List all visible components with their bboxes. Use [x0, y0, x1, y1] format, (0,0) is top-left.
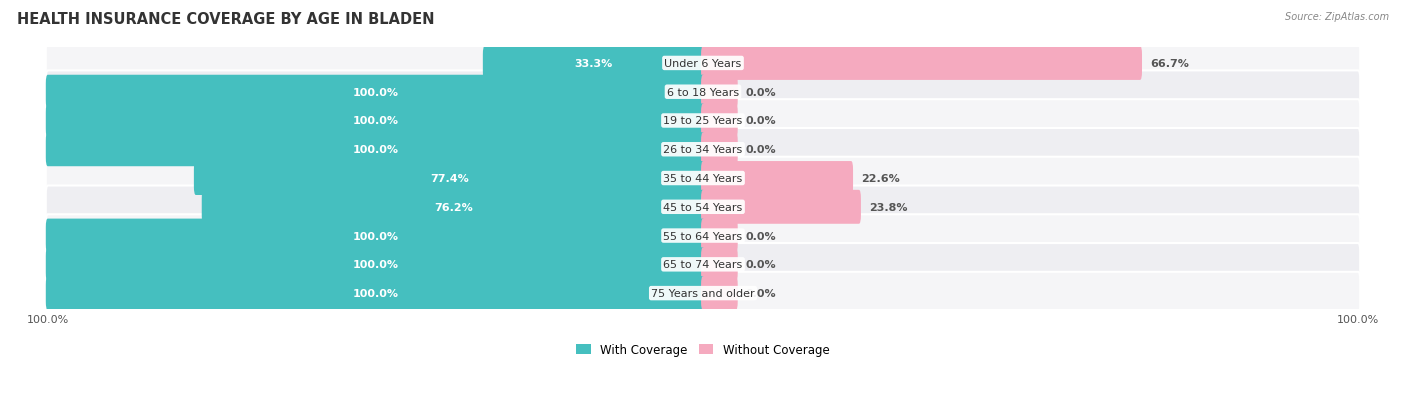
Text: 23.8%: 23.8%	[869, 202, 907, 212]
FancyBboxPatch shape	[702, 47, 1142, 81]
FancyBboxPatch shape	[46, 43, 1360, 85]
FancyBboxPatch shape	[46, 104, 704, 138]
FancyBboxPatch shape	[46, 100, 1360, 142]
Text: 0.0%: 0.0%	[745, 116, 776, 126]
FancyBboxPatch shape	[702, 248, 738, 282]
FancyBboxPatch shape	[46, 219, 704, 253]
FancyBboxPatch shape	[46, 133, 704, 167]
Text: 100.0%: 100.0%	[353, 288, 398, 298]
FancyBboxPatch shape	[46, 76, 704, 109]
Text: 33.3%: 33.3%	[575, 59, 613, 69]
FancyBboxPatch shape	[702, 161, 853, 195]
FancyBboxPatch shape	[46, 129, 1360, 171]
Text: 76.2%: 76.2%	[434, 202, 472, 212]
Text: Source: ZipAtlas.com: Source: ZipAtlas.com	[1285, 12, 1389, 22]
FancyBboxPatch shape	[46, 71, 1360, 114]
FancyBboxPatch shape	[702, 76, 738, 109]
Text: 65 to 74 Years: 65 to 74 Years	[664, 260, 742, 270]
FancyBboxPatch shape	[702, 104, 738, 138]
Text: 0.0%: 0.0%	[745, 288, 776, 298]
FancyBboxPatch shape	[46, 272, 1360, 315]
Text: 75 Years and older: 75 Years and older	[651, 288, 755, 298]
Text: 26 to 34 Years: 26 to 34 Years	[664, 145, 742, 155]
FancyBboxPatch shape	[46, 276, 704, 310]
Text: 0.0%: 0.0%	[745, 88, 776, 97]
FancyBboxPatch shape	[46, 157, 1360, 200]
FancyBboxPatch shape	[201, 190, 704, 224]
Text: 55 to 64 Years: 55 to 64 Years	[664, 231, 742, 241]
Text: 19 to 25 Years: 19 to 25 Years	[664, 116, 742, 126]
FancyBboxPatch shape	[46, 243, 1360, 286]
Text: HEALTH INSURANCE COVERAGE BY AGE IN BLADEN: HEALTH INSURANCE COVERAGE BY AGE IN BLAD…	[17, 12, 434, 27]
Legend: With Coverage, Without Coverage: With Coverage, Without Coverage	[572, 338, 834, 361]
FancyBboxPatch shape	[702, 190, 860, 224]
Text: 0.0%: 0.0%	[745, 145, 776, 155]
FancyBboxPatch shape	[46, 248, 704, 282]
Text: 100.0%: 100.0%	[353, 231, 398, 241]
FancyBboxPatch shape	[702, 276, 738, 310]
FancyBboxPatch shape	[46, 186, 1360, 228]
Text: 22.6%: 22.6%	[860, 173, 900, 184]
Text: 100.0%: 100.0%	[353, 116, 398, 126]
FancyBboxPatch shape	[702, 219, 738, 253]
FancyBboxPatch shape	[482, 47, 704, 81]
Text: 6 to 18 Years: 6 to 18 Years	[666, 88, 740, 97]
FancyBboxPatch shape	[46, 215, 1360, 257]
FancyBboxPatch shape	[194, 161, 704, 195]
Text: 45 to 54 Years: 45 to 54 Years	[664, 202, 742, 212]
Text: 100.0%: 100.0%	[353, 88, 398, 97]
Text: 66.7%: 66.7%	[1150, 59, 1188, 69]
Text: 77.4%: 77.4%	[430, 173, 468, 184]
Text: 0.0%: 0.0%	[745, 231, 776, 241]
Text: 0.0%: 0.0%	[745, 260, 776, 270]
Text: Under 6 Years: Under 6 Years	[665, 59, 741, 69]
Text: 100.0%: 100.0%	[353, 145, 398, 155]
Text: 100.0%: 100.0%	[353, 260, 398, 270]
Text: 35 to 44 Years: 35 to 44 Years	[664, 173, 742, 184]
FancyBboxPatch shape	[702, 133, 738, 167]
